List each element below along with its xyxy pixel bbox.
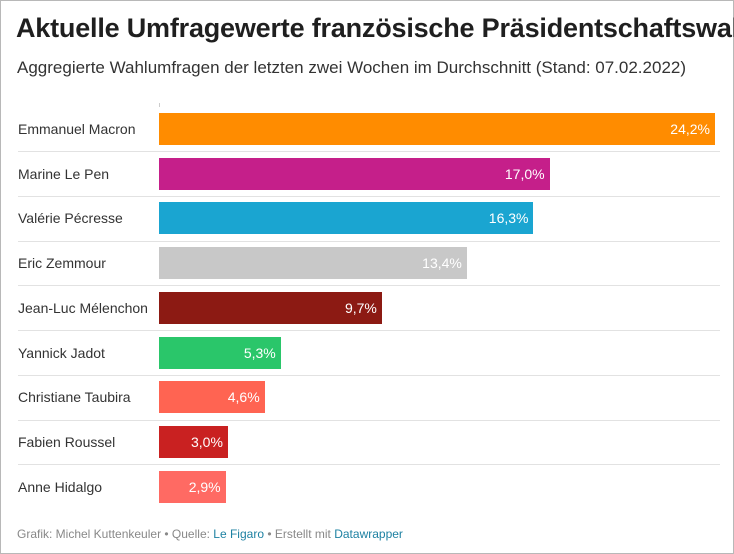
- row-separator: [18, 420, 720, 421]
- bar-value-label: 16,3%: [488, 210, 529, 227]
- chart-footer: Grafik: Michel Kuttenkeuler • Quelle: Le…: [17, 527, 403, 541]
- row-separator: [18, 330, 720, 331]
- chart-title: Aktuelle Umfragewerte französische Präsi…: [16, 13, 734, 43]
- category-label: Valérie Pécresse: [18, 210, 123, 227]
- bar-value-label: 13,4%: [422, 255, 462, 272]
- category-label: Eric Zemmour: [18, 255, 106, 272]
- bar: [159, 202, 534, 235]
- bar-value-label: 2,9%: [188, 478, 221, 495]
- bar-value-label: 9,7%: [344, 299, 377, 316]
- bar: [159, 291, 382, 324]
- bar-value-label: 5,3%: [243, 344, 276, 361]
- source-link[interactable]: Le Figaro: [213, 527, 264, 541]
- bar: [159, 470, 226, 503]
- bar-value-label: 4,6%: [227, 389, 260, 406]
- row-separator: [18, 285, 720, 286]
- category-label: Marine Le Pen: [18, 165, 110, 182]
- bar: [159, 157, 550, 190]
- bar: [159, 336, 281, 369]
- bar-value-label: 24,2%: [670, 121, 710, 137]
- row-separator: [18, 375, 720, 376]
- datawrapper-link[interactable]: Datawrapper: [334, 527, 403, 541]
- bar-value-label: 3,0%: [191, 433, 223, 450]
- row-separator: [18, 241, 720, 242]
- category-label: Anne Hidalgo: [18, 478, 103, 495]
- footer-made-with: • Erstellt mit: [264, 527, 335, 541]
- chart-subtitle: Aggregierte Wahlumfragen der letzten zwe…: [17, 58, 687, 77]
- category-label: Jean-Luc Mélenchon: [18, 299, 148, 316]
- category-label: Emmanuel Macron: [18, 121, 136, 137]
- axis-zero-tick: [159, 103, 160, 107]
- bar: [159, 381, 265, 414]
- category-label: Yannick Jadot: [18, 344, 105, 361]
- category-label: Fabien Roussel: [18, 433, 116, 450]
- row-separator: [18, 151, 720, 152]
- bar: [159, 425, 228, 458]
- footer-credit: Grafik: Michel Kuttenkeuler • Quelle:: [17, 527, 214, 541]
- category-label: Christiane Taubira: [18, 389, 131, 406]
- bar-value-label: 17,0%: [504, 165, 545, 182]
- bar: [159, 247, 467, 280]
- row-separator: [18, 196, 720, 197]
- row-separator: [18, 464, 720, 465]
- bar: [159, 113, 715, 145]
